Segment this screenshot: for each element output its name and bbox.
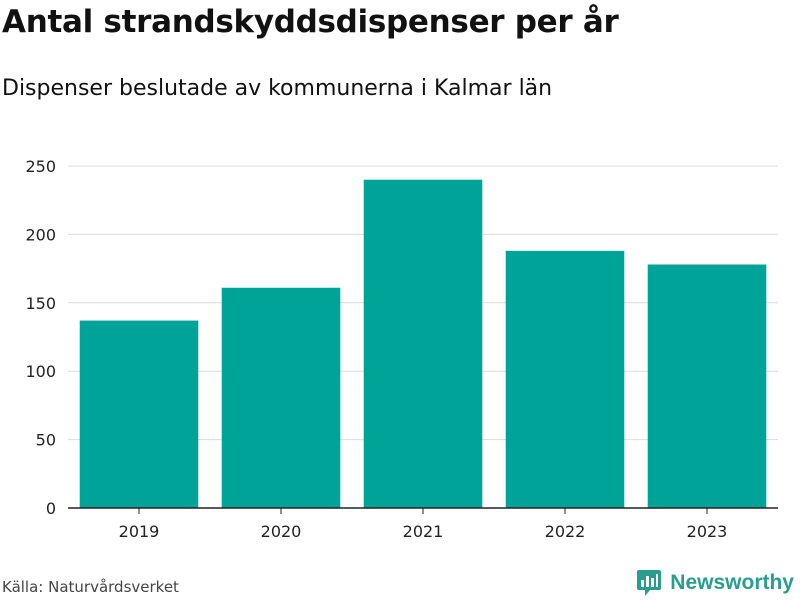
x-tick-label: 2020 <box>261 522 302 541</box>
x-tick-label: 2021 <box>403 522 444 541</box>
chart-subtitle: Dispenser beslutade av kommunerna i Kalm… <box>2 76 553 101</box>
y-tick-label: 100 <box>25 362 56 381</box>
bars <box>79 179 767 509</box>
x-tick-label: 2023 <box>687 522 728 541</box>
chart-title: Antal strandskyddsdispenser per år <box>2 4 619 40</box>
y-tick-label: 250 <box>25 157 56 176</box>
bar-2022 <box>505 250 625 509</box>
bar-2020 <box>221 287 341 508</box>
y-tick-label: 0 <box>46 499 56 518</box>
newsworthy-logo-text: Newsworthy <box>670 571 794 594</box>
y-tick-label: 50 <box>36 431 56 450</box>
y-tick-label: 200 <box>25 225 56 244</box>
x-tick-label: 2022 <box>545 522 586 541</box>
newsworthy-logo-icon <box>637 570 662 596</box>
bar-2023 <box>647 264 767 508</box>
bar-2021 <box>363 179 483 508</box>
axes: 0 50 100 150 200 250 2019 2020 2021 2022 2023 <box>25 157 778 541</box>
source-note: Källa: Naturvårdsverket <box>2 578 179 596</box>
newsworthy-logo: Newsworthy <box>636 568 794 598</box>
x-tick-label: 2019 <box>119 522 160 541</box>
bar-2019 <box>79 320 199 508</box>
y-tick-label: 150 <box>25 294 56 313</box>
